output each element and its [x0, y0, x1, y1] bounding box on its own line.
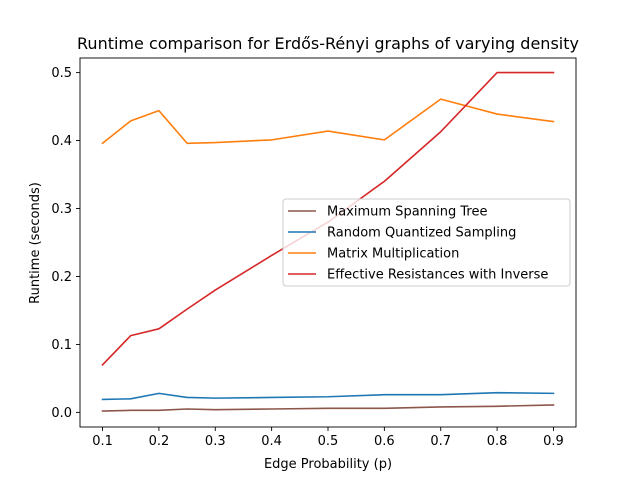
legend: Maximum Spanning Tree Random Quantized Sa…: [282, 198, 571, 287]
x-axis-label: Edge Probability (p): [264, 457, 392, 472]
x-tick-label: 0.9: [543, 434, 564, 449]
y-tick-label: 0.4: [51, 134, 72, 149]
legend-entry-label: Effective Resistances with Inverse: [327, 268, 548, 283]
x-tick-label: 0.8: [487, 434, 508, 449]
y-axis-label: Runtime (seconds): [28, 182, 43, 304]
series-line-3: [101, 71, 555, 366]
y-tick-label: 0.5: [51, 66, 72, 81]
legend-box: [282, 198, 571, 287]
x-tick-label: 0.7: [430, 434, 451, 449]
x-tick-label: 0.5: [318, 434, 339, 449]
y-tick-label: 0.1: [51, 338, 72, 353]
plot-area: 0.1 0.2 0.3 0.4 0.5 0.6 0.7 0.8 0.9 0.0 0.1 0.2 0.3 0…: [51, 57, 577, 449]
legend-entry-label: Random Quantized Sampling: [327, 226, 516, 241]
x-tick-label: 0.3: [205, 434, 226, 449]
legend-entry-label: Matrix Multiplication: [327, 247, 459, 262]
series-line-0: [101, 404, 555, 412]
x-tick-label: 0.2: [149, 434, 170, 449]
legend-entry-label: Maximum Spanning Tree: [327, 205, 487, 220]
series-line-1: [101, 391, 555, 401]
x-tick-label: 0.6: [374, 434, 395, 449]
y-tick-label: 0.2: [51, 270, 72, 285]
x-tick-label: 0.4: [261, 434, 282, 449]
y-tick-label: 0.3: [51, 202, 72, 217]
x-tick-label: 0.1: [92, 434, 113, 449]
y-tick-label: 0.0: [51, 406, 72, 421]
series-line-2: [101, 98, 555, 145]
chart-title: Runtime comparison for Erdős-Rényi graph…: [77, 34, 579, 53]
